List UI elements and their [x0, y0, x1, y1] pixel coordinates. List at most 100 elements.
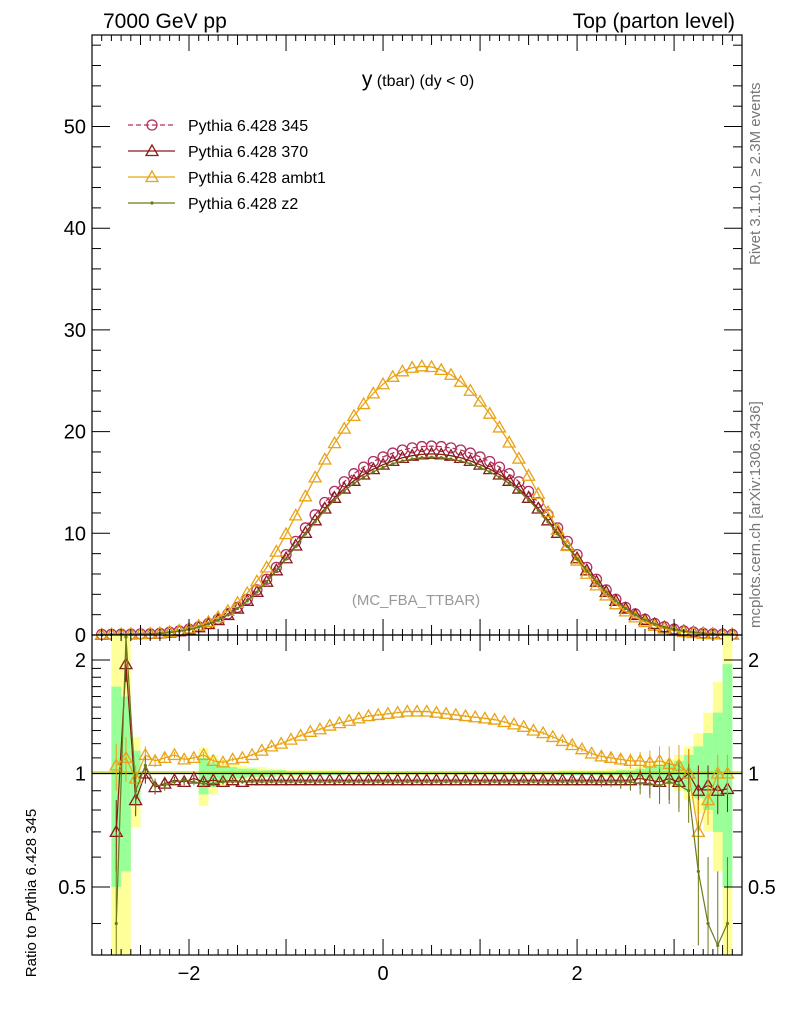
data-point [220, 607, 235, 621]
ratio-point [619, 780, 623, 784]
data-point [511, 451, 526, 464]
ratio-point [648, 782, 652, 786]
ratio-point [555, 733, 570, 747]
legend-entry: Pythia 6.428 ambt1 [128, 169, 326, 187]
ratio-series-line [115, 637, 728, 947]
data-point [269, 563, 284, 576]
ratio-point [667, 780, 671, 784]
ratio-point [177, 752, 192, 765]
band-green [111, 664, 733, 887]
data-point [482, 461, 497, 475]
ratio-point [361, 708, 376, 722]
band-bin [247, 768, 257, 777]
ratio-point [623, 753, 638, 767]
data-point [259, 574, 274, 587]
legend-entry: Pythia 6.428 345 [128, 118, 308, 135]
ratio-point [182, 778, 186, 782]
ratio-point [322, 718, 337, 731]
series-3 [100, 455, 734, 637]
x-tick-label: −2 [178, 963, 201, 985]
ratio-point [289, 780, 293, 784]
data-point [565, 544, 569, 549]
ratio-point [318, 780, 322, 784]
data-point [585, 569, 589, 573]
data-point [391, 462, 395, 466]
data-point [633, 613, 637, 617]
data-point [298, 525, 313, 538]
ratio-point [351, 772, 366, 786]
data-point [206, 622, 211, 626]
ratio-point [448, 772, 463, 786]
ratio-point [244, 747, 260, 761]
ratio-y-tick-label-right: 1 [748, 763, 759, 785]
data-point [337, 421, 352, 434]
legend-marker [144, 143, 160, 157]
data-point [317, 452, 332, 465]
plot-title-sub: (tbar) (dy < 0) [372, 73, 474, 90]
data-point [346, 408, 362, 421]
ratio-point [361, 772, 376, 786]
ratio-point [231, 780, 235, 784]
data-point [569, 550, 585, 564]
data-point [628, 607, 643, 621]
data-point [594, 580, 599, 584]
band-yellow [111, 635, 733, 955]
ratio-point [506, 772, 522, 786]
x-tick-label: 0 [377, 963, 388, 985]
ratio-point [312, 772, 328, 786]
data-point [375, 457, 391, 470]
data-point [424, 359, 439, 373]
data-point [604, 590, 608, 594]
ratio-point [522, 780, 526, 784]
ratio-point [172, 780, 177, 784]
ratio-point [357, 780, 361, 784]
ratio-point [400, 772, 415, 786]
rivet-label: Rivet 3.1.10, ≥ 2.3M events [747, 83, 764, 266]
data-point [371, 470, 375, 474]
y-tick-label: 20 [64, 422, 86, 444]
data-point [653, 622, 657, 626]
data-point [472, 457, 488, 470]
ratio-point [710, 766, 725, 779]
data-point [249, 573, 265, 587]
ratio-point [337, 780, 341, 784]
data-point [278, 550, 294, 564]
ratio-point [215, 755, 231, 768]
y-tick-label: 0 [75, 625, 86, 647]
ratio-series-line [115, 710, 728, 833]
ratio-point [677, 783, 681, 787]
ratio-point [419, 772, 434, 786]
data-point [531, 486, 546, 499]
data-point [482, 406, 497, 419]
ratio-point [415, 780, 419, 784]
data-point [493, 461, 506, 473]
data-point [575, 557, 579, 561]
data-point [492, 467, 507, 480]
ratio-point [371, 707, 386, 721]
data-point [623, 606, 628, 611]
watermark: (MC_FBA_TTBAR) [352, 592, 480, 609]
ratio-point [341, 713, 357, 726]
ratio-point [235, 774, 250, 788]
ratio-point [560, 780, 565, 784]
ratio-point [438, 706, 454, 719]
ratio-point [473, 780, 477, 784]
ratio-point [594, 749, 609, 762]
ratio-point [312, 721, 328, 735]
data-point [536, 508, 540, 512]
data-point [502, 473, 517, 486]
ratio-point [206, 753, 221, 767]
ratio-point [526, 723, 541, 736]
data-point [472, 394, 488, 407]
ratio-point [483, 780, 487, 784]
ratio-point [380, 706, 396, 719]
data-point [288, 508, 303, 521]
data-point [357, 461, 370, 473]
data-point [614, 599, 618, 603]
data-point [429, 455, 434, 459]
ratio-axes: 0.5 0.5 1 1 2 2 −2 0 2 [58, 635, 776, 985]
ratio-point [545, 772, 560, 786]
ratio-point [696, 869, 700, 873]
data-point [269, 544, 284, 557]
